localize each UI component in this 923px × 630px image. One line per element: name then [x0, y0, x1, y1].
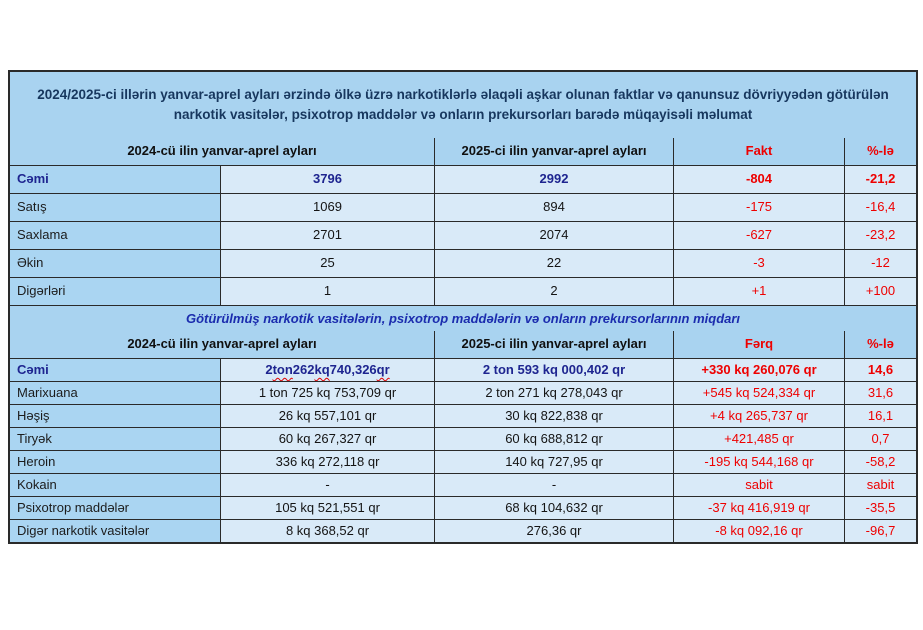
value-2024: -	[220, 474, 434, 496]
row-label: Cəmi	[10, 359, 220, 381]
row-label: Cəmi	[10, 166, 220, 193]
header-pct: %-lə	[844, 331, 916, 358]
value-2025: 2992	[434, 166, 673, 193]
value-diff: +330 kq 260,076 qr	[673, 359, 844, 381]
row-label: Marixuana	[10, 382, 220, 404]
value-pct: 16,1	[844, 405, 916, 427]
value-2025: -	[434, 474, 673, 496]
value-diff: -3	[673, 250, 844, 277]
header-ferq: Fərq	[673, 331, 844, 358]
table-row-diger-narkotik: Digər narkotik vasitələr 8 kq 368,52 qr …	[10, 519, 916, 542]
value-2025: 68 kq 104,632 qr	[434, 497, 673, 519]
value-2025: 60 kq 688,812 qr	[434, 428, 673, 450]
header-2025: 2025-ci ilin yanvar-aprel ayları	[434, 331, 673, 358]
table-row-digerleri: Digərləri 1 2 +1 +100	[10, 277, 916, 305]
header-2024: 2024-cü ilin yanvar-aprel ayları	[127, 336, 317, 352]
value-pct: -23,2	[844, 222, 916, 249]
row-label: Saxlama	[10, 222, 220, 249]
value-pct: 14,6	[844, 359, 916, 381]
value-diff: -195 kq 544,168 qr	[673, 451, 844, 473]
row-label: Heroin	[10, 451, 220, 473]
value-2024: 2 ton 262 kq 740,326 qr	[220, 359, 434, 381]
row-label: Psixotrop maddələr	[10, 497, 220, 519]
row-label: Tiryək	[10, 428, 220, 450]
value-2024: 3796	[220, 166, 434, 193]
value-diff: -804	[673, 166, 844, 193]
value-pct: 0,7	[844, 428, 916, 450]
value-pct: -96,7	[844, 520, 916, 542]
value-2025: 2	[434, 278, 673, 305]
section-title: Götürülmüş narkotik vasitələrin, psixotr…	[10, 305, 916, 331]
row-label: Digərləri	[10, 278, 220, 305]
value-pct: -16,4	[844, 194, 916, 221]
row-label: Digər narkotik vasitələr	[10, 520, 220, 542]
value-2025: 2074	[434, 222, 673, 249]
value-2025: 140 kq 727,95 qr	[434, 451, 673, 473]
value-pct: -21,2	[844, 166, 916, 193]
table-title: 2024/2025-ci illərin yanvar-aprel ayları…	[10, 72, 916, 138]
header-2025: 2025-ci ilin yanvar-aprel ayları	[434, 138, 673, 165]
value-pct: sabit	[844, 474, 916, 496]
value-2024: 336 kq 272,118 qr	[220, 451, 434, 473]
value-2024: 60 kq 267,327 qr	[220, 428, 434, 450]
value-pct: 31,6	[844, 382, 916, 404]
amounts-header-row: 2024-cü ilin yanvar-aprel ayları 2025-ci…	[10, 331, 916, 358]
value-2025: 894	[434, 194, 673, 221]
value-diff: -627	[673, 222, 844, 249]
value-2024: 8 kq 368,52 qr	[220, 520, 434, 542]
table-row-marixuana: Marixuana 1 ton 725 kq 753,709 qr 2 ton …	[10, 381, 916, 404]
value-diff: -175	[673, 194, 844, 221]
value-2024: 26 kq 557,101 qr	[220, 405, 434, 427]
table-row-heroin: Heroin 336 kq 272,118 qr 140 kq 727,95 q…	[10, 450, 916, 473]
value-2024: 25	[220, 250, 434, 277]
value-2025: 276,36 qr	[434, 520, 673, 542]
row-label: Əkin	[10, 250, 220, 277]
value-2025: 22	[434, 250, 673, 277]
value-2024: 2701	[220, 222, 434, 249]
value-pct: -58,2	[844, 451, 916, 473]
table-row-satis: Satış 1069 894 -175 -16,4	[10, 193, 916, 221]
table-row-hesis: Həşiş 26 kq 557,101 qr 30 kq 822,838 qr …	[10, 404, 916, 427]
table-row-saxlama: Saxlama 2701 2074 -627 -23,2	[10, 221, 916, 249]
facts-header-row: 2024-cü ilin yanvar-aprel ayları 2025-ci…	[10, 138, 916, 165]
value-diff: -8 kq 092,16 qr	[673, 520, 844, 542]
value-pct: -12	[844, 250, 916, 277]
value-2025: 2 ton 271 kq 278,043 qr	[434, 382, 673, 404]
table-row-kokain: Kokain - - sabit sabit	[10, 473, 916, 496]
row-label: Kokain	[10, 474, 220, 496]
table-row-psixotrop: Psixotrop maddələr 105 kq 521,551 qr 68 …	[10, 496, 916, 519]
table-row-ekin: Əkin 25 22 -3 -12	[10, 249, 916, 277]
value-2024: 1069	[220, 194, 434, 221]
value-diff: +1	[673, 278, 844, 305]
comparison-table: 2024/2025-ci illərin yanvar-aprel ayları…	[8, 70, 918, 544]
row-label: Həşiş	[10, 405, 220, 427]
value-2024: 1	[220, 278, 434, 305]
value-2024: 1 ton 725 kq 753,709 qr	[220, 382, 434, 404]
value-pct: +100	[844, 278, 916, 305]
header-2024: 2024-cü ilin yanvar-aprel ayları	[127, 143, 317, 159]
value-2025: 2 ton 593 kq 000,402 qr	[434, 359, 673, 381]
row-label: Satış	[10, 194, 220, 221]
value-diff: +545 kq 524,334 qr	[673, 382, 844, 404]
value-diff: -37 kq 416,919 qr	[673, 497, 844, 519]
value-pct: -35,5	[844, 497, 916, 519]
value-2024: 105 kq 521,551 qr	[220, 497, 434, 519]
value-diff: sabit	[673, 474, 844, 496]
table-row-tiryek: Tiryək 60 kq 267,327 qr 60 kq 688,812 qr…	[10, 427, 916, 450]
value-2025: 30 kq 822,838 qr	[434, 405, 673, 427]
header-pct: %-lə	[844, 138, 916, 165]
table-row-cemi-amount: Cəmi 2 ton 262 kq 740,326 qr 2 ton 593 k…	[10, 358, 916, 381]
header-fakt: Fakt	[673, 138, 844, 165]
value-diff: +421,485 qr	[673, 428, 844, 450]
value-diff: +4 kq 265,737 qr	[673, 405, 844, 427]
table-row-cemi: Cəmi 3796 2992 -804 -21,2	[10, 165, 916, 193]
